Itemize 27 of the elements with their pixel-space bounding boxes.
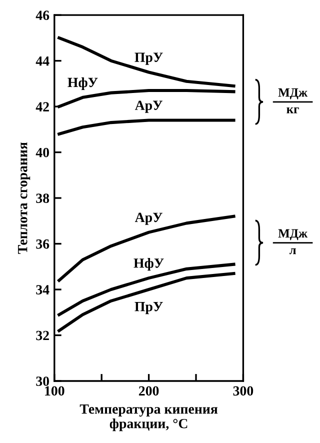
series-label: ПрУ xyxy=(134,302,163,314)
x-tick-label: 100 xyxy=(45,386,64,396)
series-label: АрУ xyxy=(134,100,162,113)
y-tick-label: 42 xyxy=(36,102,49,112)
y-axis-title: Теплота сгорания xyxy=(18,142,30,254)
y-tick-label: 36 xyxy=(36,239,50,249)
text: л xyxy=(289,248,296,254)
x-tick-label: 200 xyxy=(138,386,159,396)
y-tick-label: 40 xyxy=(36,148,50,158)
y-tick-label: 46 xyxy=(36,10,50,20)
series-label: ПрУ xyxy=(134,52,163,65)
y-tick-label: 44 xyxy=(36,56,50,66)
line-series xyxy=(58,214,236,282)
x-axis-title: Температура кипения фракции, °C xyxy=(80,404,218,432)
x-tick-label: 300 xyxy=(233,386,254,396)
y-tick-label: 30 xyxy=(36,376,50,386)
y-tick-label: 34 xyxy=(36,285,50,294)
y-tick-label: 38 xyxy=(36,194,50,203)
series-label: НфУ xyxy=(68,77,98,90)
text: МДж xyxy=(278,88,308,100)
series-label: АрУ xyxy=(134,212,162,225)
line-series xyxy=(58,272,236,332)
line-series xyxy=(58,118,236,136)
text: кг xyxy=(286,107,299,114)
series-label: НфУ xyxy=(134,258,164,271)
text: МДж xyxy=(278,229,308,240)
y-tick-label: 32 xyxy=(36,330,49,340)
